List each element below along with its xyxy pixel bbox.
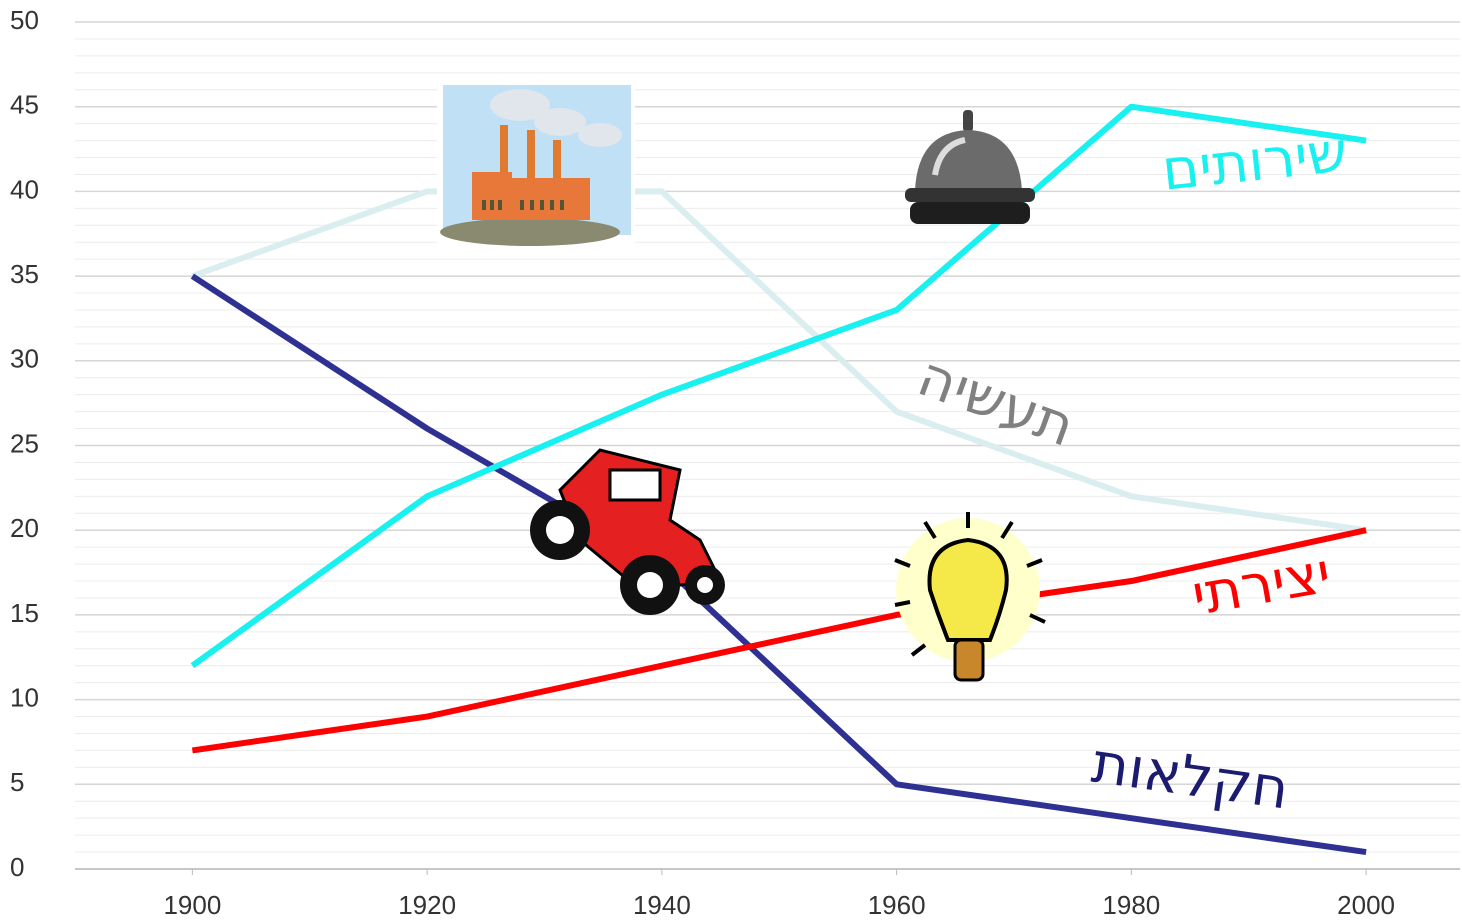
x-tick-label: 1920 bbox=[398, 890, 456, 920]
tractor-icon bbox=[530, 450, 725, 615]
y-tick-label: 0 bbox=[10, 852, 24, 882]
x-tick-label: 2000 bbox=[1337, 890, 1395, 920]
y-tick-label: 40 bbox=[10, 174, 39, 204]
x-tick-label: 1960 bbox=[868, 890, 926, 920]
page: {"chart_data": { "type": "line", "x": [1… bbox=[0, 0, 1462, 922]
x-tick-label: 1940 bbox=[633, 890, 691, 920]
y-tick-label: 35 bbox=[10, 259, 39, 289]
y-tick-label: 20 bbox=[10, 513, 39, 543]
y-tick-label: 10 bbox=[10, 682, 39, 712]
y-tick-label: 15 bbox=[10, 598, 39, 628]
y-tick-label: 50 bbox=[10, 5, 39, 35]
y-tick-label: 30 bbox=[10, 344, 39, 374]
factory-icon bbox=[437, 80, 635, 250]
y-tick-label: 45 bbox=[10, 90, 39, 120]
y-tick-label: 5 bbox=[10, 767, 24, 797]
y-tick-label: 25 bbox=[10, 428, 39, 458]
series-label: חקלאות bbox=[1088, 731, 1293, 823]
x-tick-label: 1900 bbox=[163, 890, 221, 920]
series-line bbox=[192, 530, 1366, 750]
bell-icon bbox=[905, 110, 1035, 224]
bulb-icon bbox=[895, 512, 1045, 680]
chart: 0 5 10 15 20 25 30 35 40 45 50 1900 1920 1940 1960 1980… bbox=[0, 0, 1462, 922]
x-tick-label: 1980 bbox=[1102, 890, 1160, 920]
